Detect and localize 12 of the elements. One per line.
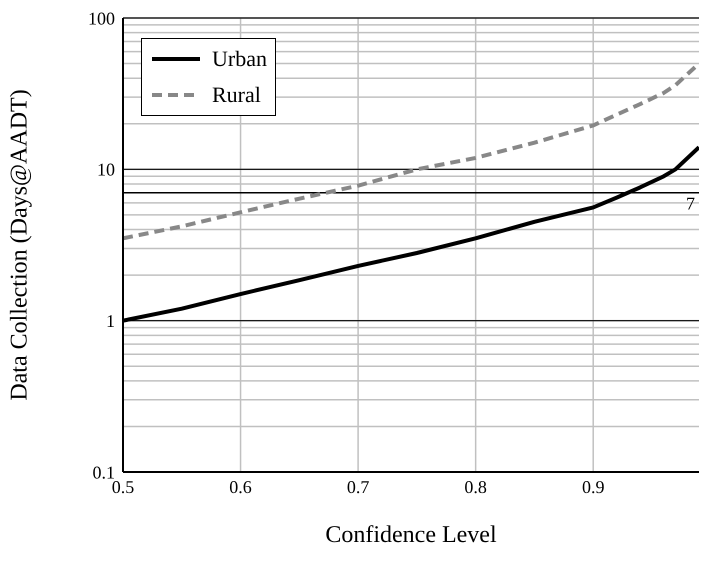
y-tick-label: 10: [97, 160, 115, 180]
x-tick-label: 0.7: [346, 476, 370, 497]
legend-label: Rural: [212, 82, 261, 108]
x-axis-title: Confidence Level: [325, 522, 497, 548]
legend-label: Urban: [212, 46, 267, 72]
y-tick-label: 100: [88, 8, 115, 28]
x-tick-label: 0.9: [582, 476, 604, 497]
y-axis-title: Data Collection (Days@AADT): [6, 89, 33, 401]
x-tick-label: 0.6: [229, 476, 252, 497]
x-tick-label: 0.8: [464, 476, 487, 497]
ref-line-label: 7: [686, 194, 695, 214]
y-tick-label: 1: [106, 311, 115, 332]
